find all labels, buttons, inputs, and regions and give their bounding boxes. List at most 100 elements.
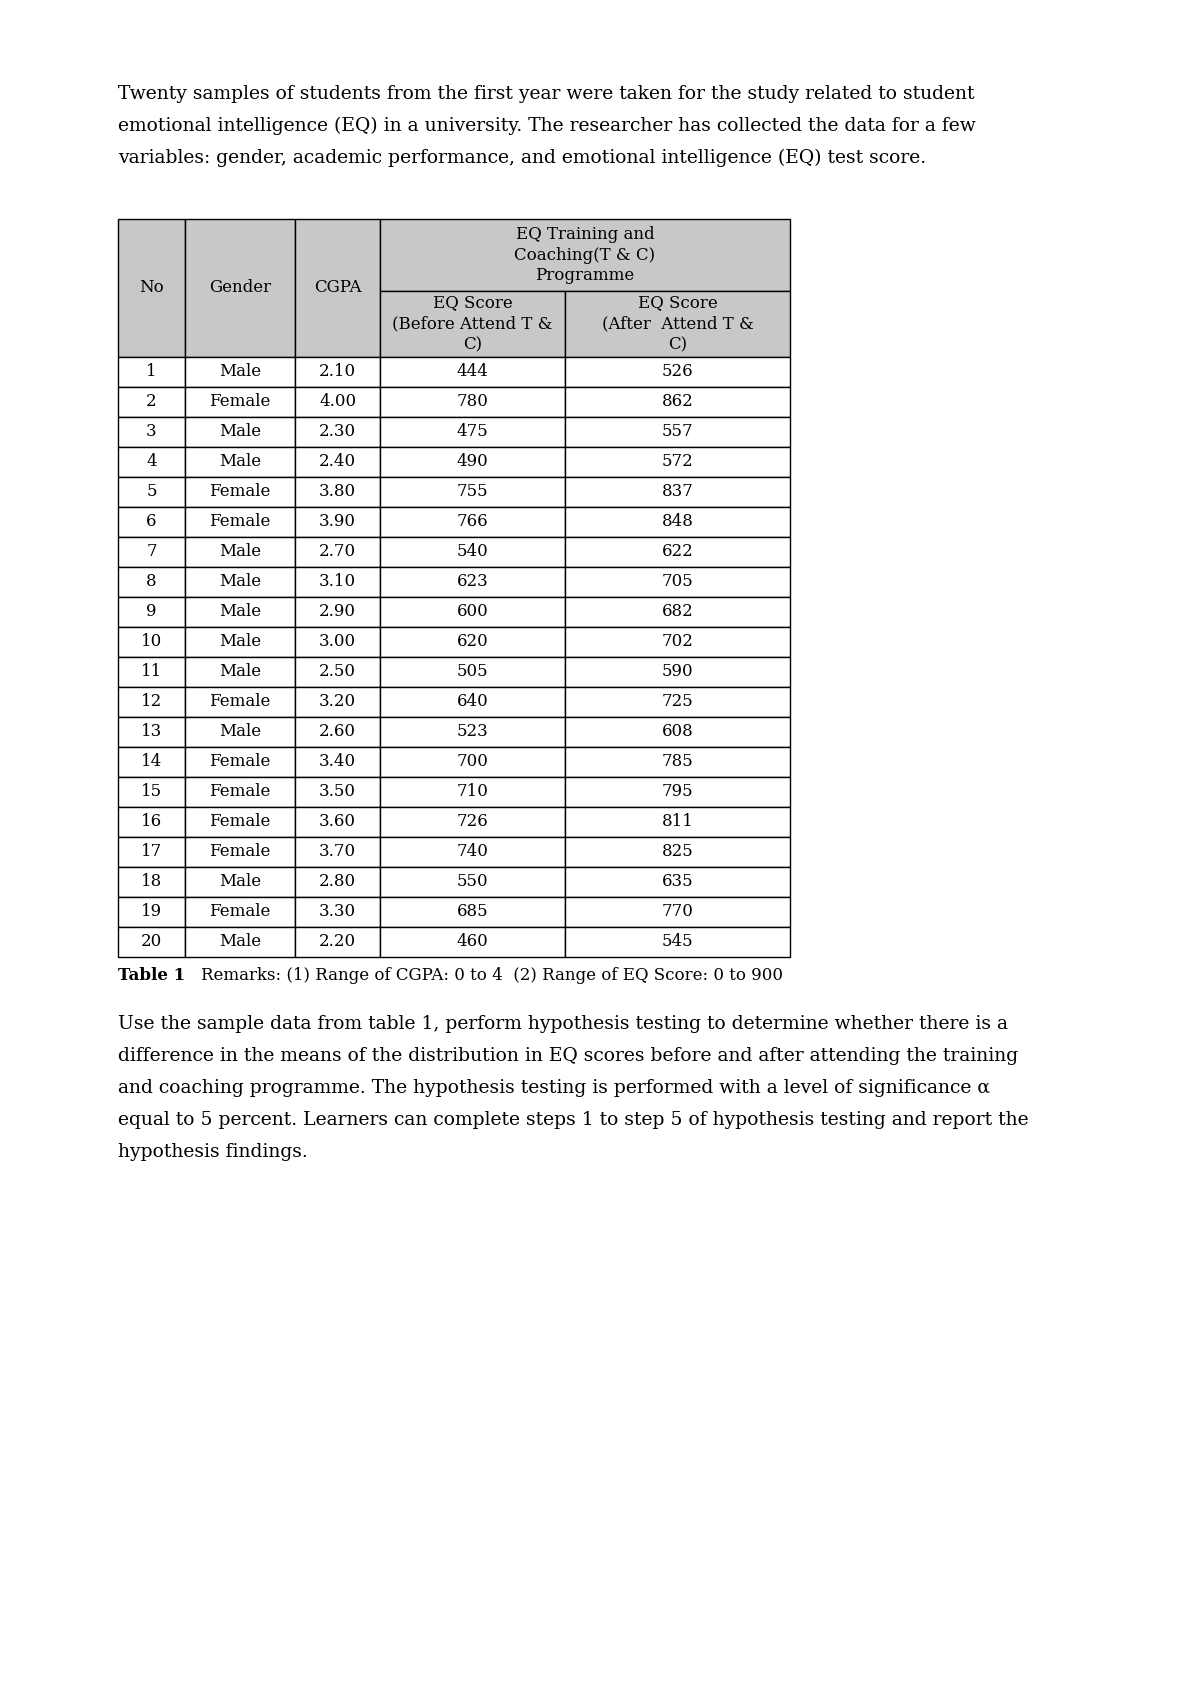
Text: 540: 540 (457, 543, 488, 560)
Text: equal to 5 percent. Learners can complete steps 1 to step 5 of hypothesis testin: equal to 5 percent. Learners can complet… (118, 1112, 1028, 1129)
Text: 2.70: 2.70 (319, 543, 356, 560)
Bar (565, 927, 790, 957)
Bar (118, 387, 185, 417)
Text: 3.30: 3.30 (319, 903, 356, 920)
Bar (185, 898, 295, 927)
Bar (118, 417, 185, 446)
Bar (118, 747, 185, 777)
Text: 17: 17 (140, 843, 162, 860)
Bar (295, 417, 380, 446)
Bar (118, 777, 185, 808)
Text: CGPA: CGPA (313, 280, 361, 297)
Bar (185, 417, 295, 446)
Text: 550: 550 (457, 874, 488, 891)
Text: 15: 15 (140, 784, 162, 801)
Bar (565, 898, 790, 927)
Bar (295, 687, 380, 718)
Bar (565, 507, 790, 536)
Text: 766: 766 (457, 514, 488, 531)
Bar (185, 446, 295, 477)
Text: 600: 600 (457, 604, 488, 621)
Bar (185, 507, 295, 536)
Bar (295, 927, 380, 957)
Text: 13: 13 (140, 723, 162, 740)
Bar (380, 657, 565, 687)
Text: Female: Female (209, 484, 271, 501)
Text: 20: 20 (140, 933, 162, 950)
Bar (295, 219, 380, 356)
Text: Female: Female (209, 753, 271, 770)
Bar (565, 867, 790, 898)
Text: 3: 3 (146, 424, 157, 441)
Text: Female: Female (209, 843, 271, 860)
Bar (118, 219, 185, 356)
Text: 18: 18 (140, 874, 162, 891)
Text: 837: 837 (661, 484, 694, 501)
Bar (118, 808, 185, 837)
Bar (185, 356, 295, 387)
Text: 460: 460 (457, 933, 488, 950)
Bar (380, 477, 565, 507)
Bar (565, 536, 790, 567)
Bar (118, 507, 185, 536)
Text: 2.50: 2.50 (319, 664, 356, 680)
Text: 785: 785 (661, 753, 694, 770)
Bar (295, 507, 380, 536)
Text: 2.30: 2.30 (319, 424, 356, 441)
Text: 608: 608 (661, 723, 694, 740)
Text: Male: Male (218, 874, 262, 891)
Text: 848: 848 (661, 514, 694, 531)
Bar (565, 657, 790, 687)
Bar (295, 837, 380, 867)
Text: 3.60: 3.60 (319, 813, 356, 830)
Text: and coaching programme. The hypothesis testing is performed with a level of sign: and coaching programme. The hypothesis t… (118, 1079, 990, 1096)
Text: 2.60: 2.60 (319, 723, 356, 740)
Bar (118, 898, 185, 927)
Text: 4.00: 4.00 (319, 394, 356, 411)
Text: 490: 490 (457, 453, 488, 470)
Bar (118, 687, 185, 718)
Bar (565, 747, 790, 777)
Bar (295, 446, 380, 477)
Text: 2.80: 2.80 (319, 874, 356, 891)
Bar (185, 657, 295, 687)
Text: 3.90: 3.90 (319, 514, 356, 531)
Bar (565, 567, 790, 597)
Bar (565, 356, 790, 387)
Text: 770: 770 (661, 903, 694, 920)
Bar (118, 477, 185, 507)
Bar (295, 777, 380, 808)
Text: 590: 590 (661, 664, 694, 680)
Text: 1: 1 (146, 363, 157, 380)
Text: 526: 526 (661, 363, 694, 380)
Bar (118, 927, 185, 957)
Bar (295, 867, 380, 898)
Text: 8: 8 (146, 574, 157, 591)
Text: 2.10: 2.10 (319, 363, 356, 380)
Text: Female: Female (209, 514, 271, 531)
Bar (380, 387, 565, 417)
Bar (380, 290, 565, 356)
Text: 702: 702 (661, 633, 694, 650)
Bar (380, 837, 565, 867)
Bar (295, 356, 380, 387)
Text: Female: Female (209, 394, 271, 411)
Text: 795: 795 (661, 784, 694, 801)
Text: 640: 640 (457, 694, 488, 711)
Bar (295, 536, 380, 567)
Text: 2.90: 2.90 (319, 604, 356, 621)
Bar (565, 626, 790, 657)
Text: 811: 811 (661, 813, 694, 830)
Text: 10: 10 (140, 633, 162, 650)
Bar (118, 657, 185, 687)
Bar (565, 446, 790, 477)
Text: 19: 19 (140, 903, 162, 920)
Text: 725: 725 (661, 694, 694, 711)
Text: Male: Male (218, 933, 262, 950)
Bar (118, 837, 185, 867)
Bar (185, 837, 295, 867)
Text: EQ Training and
Coaching(T & C)
Programme: EQ Training and Coaching(T & C) Programm… (515, 226, 655, 285)
Bar (185, 219, 295, 356)
Text: difference in the means of the distribution in EQ scores before and after attend: difference in the means of the distribut… (118, 1047, 1018, 1066)
Text: Male: Male (218, 664, 262, 680)
